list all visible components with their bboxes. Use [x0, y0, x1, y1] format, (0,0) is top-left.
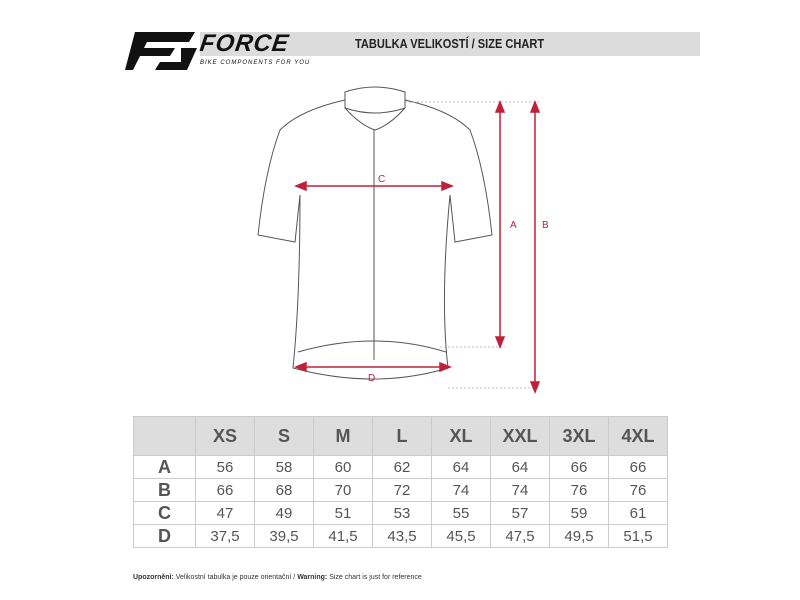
row-label: B [133, 478, 196, 502]
table-row: C 47 49 51 53 55 57 59 61 [133, 501, 668, 525]
table-cell: 62 [372, 455, 432, 479]
size-header: XL [431, 416, 491, 456]
table-cell: 74 [431, 478, 491, 502]
label-b: B [542, 220, 549, 231]
table-row: A 56 58 60 62 64 64 66 66 [133, 455, 668, 479]
label-d: D [368, 373, 375, 384]
table-cell: 39,5 [254, 524, 314, 548]
size-header: 3XL [549, 416, 609, 456]
table-cell: 66 [195, 478, 255, 502]
table-cell: 72 [372, 478, 432, 502]
table-cell: 61 [608, 501, 668, 525]
brand-tagline: BIKE COMPONENTS FOR YOU [200, 60, 311, 66]
table-cell: 64 [490, 455, 550, 479]
size-header: M [313, 416, 373, 456]
page-title: TABULKA VELIKOSTÍ / SIZE CHART [355, 36, 545, 51]
table-cell: 47,5 [490, 524, 550, 548]
table-cell: 47 [195, 501, 255, 525]
table-cell: 49 [254, 501, 314, 525]
size-header: 4XL [608, 416, 668, 456]
jersey-diagram: C A B D [257, 86, 549, 395]
table-cell: 51,5 [608, 524, 668, 548]
table-row: B 66 68 70 72 74 74 76 76 [133, 478, 668, 502]
table-cell: 66 [549, 455, 609, 479]
table-row: D 37,5 39,5 41,5 43,5 45,5 47,5 49,5 51,5 [133, 524, 668, 548]
table-cell: 76 [608, 478, 668, 502]
table-cell: 43,5 [372, 524, 432, 548]
table-cell: 64 [431, 455, 491, 479]
size-header: XS [195, 416, 255, 456]
table-cell: 76 [549, 478, 609, 502]
force-logo-icon [125, 32, 197, 70]
label-a: A [510, 220, 517, 231]
table-cell: 51 [313, 501, 373, 525]
table-cell: 37,5 [195, 524, 255, 548]
table-cell: 59 [549, 501, 609, 525]
size-header-row: XS S M L XL XXL 3XL 4XL [133, 416, 668, 456]
label-c: C [378, 174, 385, 185]
row-label: D [133, 524, 196, 548]
table-cell: 60 [313, 455, 373, 479]
table-cell: 57 [490, 501, 550, 525]
size-header: S [254, 416, 314, 456]
table-cell: 41,5 [313, 524, 373, 548]
table-cell: 58 [254, 455, 314, 479]
table-cell: 53 [372, 501, 432, 525]
size-header: L [372, 416, 432, 456]
table-cell: 56 [195, 455, 255, 479]
table-cell: 66 [608, 455, 668, 479]
table-cell: 49,5 [549, 524, 609, 548]
table-cell: 45,5 [431, 524, 491, 548]
size-table: XS S M L XL XXL 3XL 4XL A 56 58 60 62 64 64 66 6… [133, 416, 668, 548]
jersey-outline [257, 86, 493, 380]
row-label: A [133, 455, 196, 479]
table-cell: 55 [431, 501, 491, 525]
table-cell: 74 [490, 478, 550, 502]
footer-warning: Upozornění: Velikostní tabulka je pouze … [133, 574, 422, 581]
header-bar [200, 32, 700, 56]
row-label: C [133, 501, 196, 525]
table-cell: 68 [254, 478, 314, 502]
table-cell: 70 [313, 478, 373, 502]
size-header: XXL [490, 416, 550, 456]
